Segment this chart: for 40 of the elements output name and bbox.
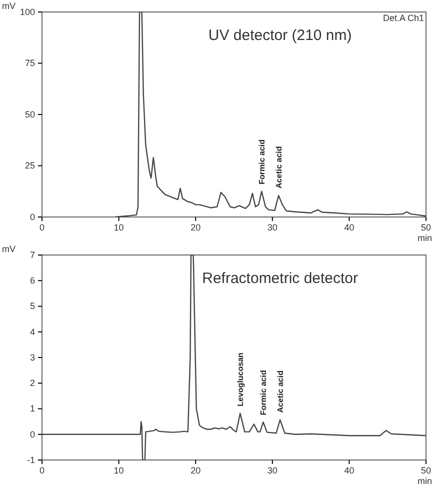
x-tick-label: 40 [344, 222, 354, 232]
x-tick-label: 10 [114, 222, 124, 232]
line-series [114, 12, 426, 217]
annotation: Formic acid [259, 370, 268, 416]
x-tick-label: 50 [420, 465, 432, 476]
y-axis-title: mV [2, 244, 16, 254]
x-tick-label: 20 [190, 465, 201, 476]
y-tick-label: 100 [20, 6, 35, 17]
y-tick-label: 6 [30, 276, 35, 286]
annotation: Det.A Ch1 [382, 13, 424, 23]
text: UV detector (210 nm) [208, 27, 352, 44]
x-tick-label: 0 [39, 465, 45, 476]
annotation: Acetic acid [276, 370, 286, 413]
x-axis-title: min [417, 233, 432, 243]
y-tick-label: 4 [30, 326, 35, 337]
annotation: Levoglucosan [236, 352, 246, 406]
x-tick-label: 40 [344, 465, 354, 476]
x-tick-label: 30 [267, 222, 278, 232]
x-tick-label: 30 [267, 465, 278, 476]
y-tick-label: 25 [24, 160, 35, 171]
x-axis-title: min [417, 476, 432, 486]
y-tick-label: 1 [30, 404, 35, 414]
y-tick-label: 0 [30, 212, 35, 222]
x-tick-label: 0 [39, 222, 45, 232]
line-series [42, 255, 426, 460]
y-tick-label: 5 [30, 301, 35, 312]
y-axis-title: mV [2, 1, 16, 11]
annotation: Acetic acid [274, 146, 284, 188]
y-tick-label: 0 [30, 429, 35, 440]
y-tick-label: 75 [24, 58, 35, 68]
y-tick-label: 7 [30, 250, 35, 260]
annotation: Formic acid [258, 139, 267, 184]
y-tick-label: 3 [30, 352, 35, 362]
x-tick-label: 50 [420, 222, 432, 232]
text: Refractometric detector [202, 270, 358, 287]
y-tick-label: 50 [24, 109, 35, 120]
y-tick-label: -1 [26, 454, 35, 465]
y-tick-label: 2 [30, 378, 35, 388]
x-tick-label: 10 [114, 465, 124, 476]
x-tick-label: 20 [190, 222, 201, 232]
